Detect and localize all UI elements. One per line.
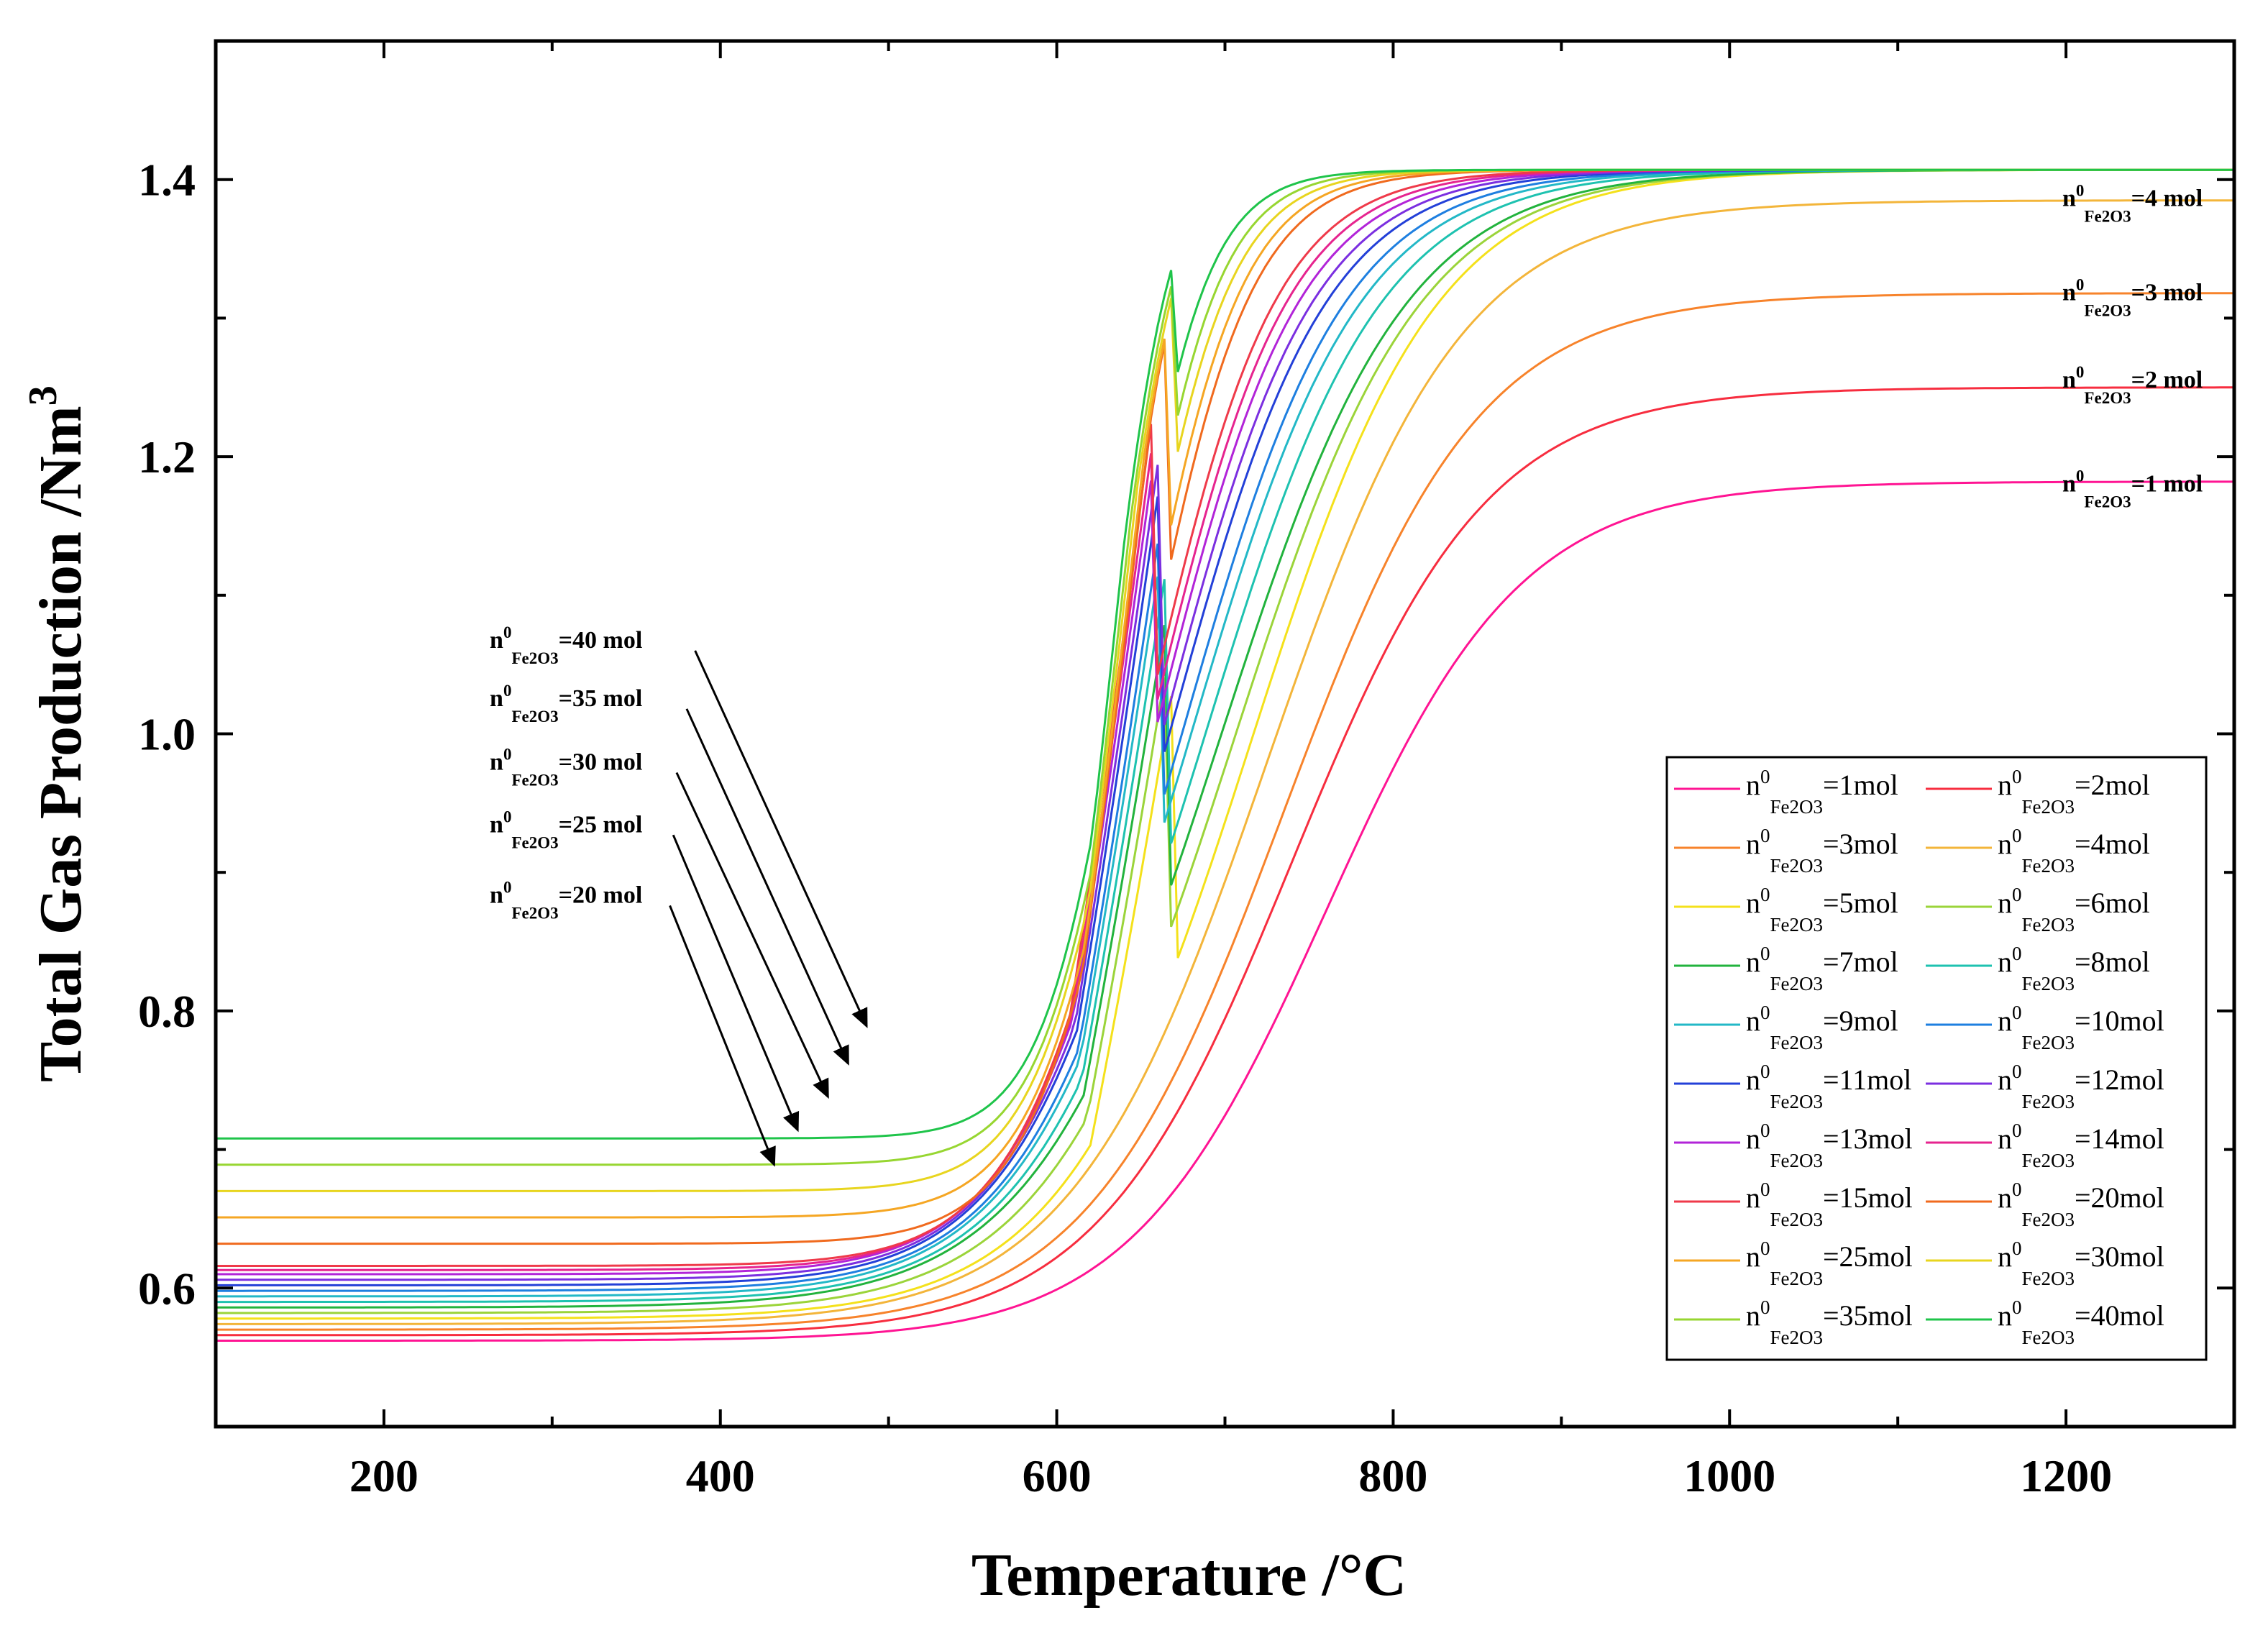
plateau-label-2mol: n0Fe2O3=2 mol: [2062, 363, 2203, 407]
legend-label-8mol: n0Fe2O3=8mol: [1998, 943, 2150, 994]
y-axis-title: Total Gas Production /Nm3: [21, 385, 94, 1081]
series-line-4mol: [216, 199, 2234, 1325]
plateau-label-4mol: n0Fe2O3=4 mol: [2062, 181, 2203, 225]
legend-label-15mol: n0Fe2O3=15mol: [1746, 1179, 1913, 1230]
annotation-layer: n0Fe2O3=4 mol n0Fe2O3=3 mol n0Fe2O3=2 mol n…: [490, 181, 2203, 1167]
legend-label-2mol: n0Fe2O3=2mol: [1998, 766, 2150, 818]
legend-label-10mol: n0Fe2O3=10mol: [1998, 1002, 2164, 1053]
legend-label-7mol: n0Fe2O3=7mol: [1746, 943, 1898, 994]
series-line-40mol: [216, 168, 2234, 1140]
legend-label-14mol: n0Fe2O3=14mol: [1998, 1120, 2164, 1171]
x-tick-label: 800: [1358, 1450, 1427, 1501]
legend-label-6mol: n0Fe2O3=6mol: [1998, 884, 2150, 936]
x-axis-title: Temperature /°C: [971, 1542, 1407, 1609]
arrow-label-30mol: n0Fe2O3=30 mol: [490, 746, 642, 790]
legend-label-25mol: n0Fe2O3=25mol: [1746, 1238, 1913, 1289]
legend-label-3mol: n0Fe2O3=3mol: [1746, 825, 1898, 877]
arrow-25mol: [672, 834, 800, 1133]
legend-label-5mol: n0Fe2O3=5mol: [1746, 884, 1898, 936]
y-tick-label: 0.6: [138, 1263, 196, 1314]
arrow-label-35mol: n0Fe2O3=35 mol: [490, 682, 642, 726]
plateau-label-3mol: n0Fe2O3=3 mol: [2062, 275, 2203, 319]
legend: n0Fe2O3=1mol n0Fe2O3=2mol n0Fe2O3=3mol n0Fe…: [1665, 756, 2208, 1361]
series-line-2mol: [216, 386, 2234, 1337]
series-line-1mol: [216, 480, 2234, 1342]
legend-label-13mol: n0Fe2O3=13mol: [1746, 1120, 1913, 1171]
legend-box: [1665, 756, 2208, 1361]
axes-layer: 200 400 600 800 1000 1200 0.6 0.8 1.0 1.2 1.4 Tempe…: [21, 39, 2236, 1609]
arrow-label-40mol: n0Fe2O3=40 mol: [490, 623, 642, 667]
arrow-20mol: [669, 905, 776, 1167]
series-line-3mol: [216, 292, 2234, 1331]
y-tick-label: 0.8: [138, 986, 196, 1037]
arrow-35mol: [685, 708, 849, 1066]
legend-label-1mol: n0Fe2O3=1mol: [1746, 766, 1898, 818]
plateau-label-1mol: n0Fe2O3=1 mol: [2062, 467, 2203, 511]
x-tick-label: 1200: [2020, 1450, 2112, 1501]
legend-label-40mol: n0Fe2O3=40mol: [1998, 1296, 2164, 1348]
legend-label-4mol: n0Fe2O3=4mol: [1998, 825, 2150, 877]
x-tick-label: 600: [1023, 1450, 1092, 1501]
y-tick-label: 1.4: [138, 155, 196, 206]
x-tick-label: 400: [686, 1450, 755, 1501]
arrow-30mol: [675, 772, 829, 1099]
legend-label-12mol: n0Fe2O3=12mol: [1998, 1061, 2164, 1112]
x-tick-label: 200: [349, 1450, 419, 1501]
arrow-label-20mol: n0Fe2O3=20 mol: [490, 879, 642, 923]
legend-label-11mol: n0Fe2O3=11mol: [1746, 1061, 1911, 1112]
y-tick-label: 1.0: [138, 709, 196, 760]
arrow-40mol: [694, 650, 868, 1028]
legend-label-30mol: n0Fe2O3=30mol: [1998, 1238, 2164, 1289]
legend-label-35mol: n0Fe2O3=35mol: [1746, 1296, 1913, 1348]
legend-label-20mol: n0Fe2O3=20mol: [1998, 1179, 2164, 1230]
y-tick-label: 1.2: [138, 431, 196, 482]
arrow-label-25mol: n0Fe2O3=25 mol: [490, 808, 642, 851]
series-layer: [216, 168, 2235, 1342]
legend-label-9mol: n0Fe2O3=9mol: [1746, 1002, 1898, 1053]
x-tick-label: 1000: [1683, 1450, 1775, 1501]
